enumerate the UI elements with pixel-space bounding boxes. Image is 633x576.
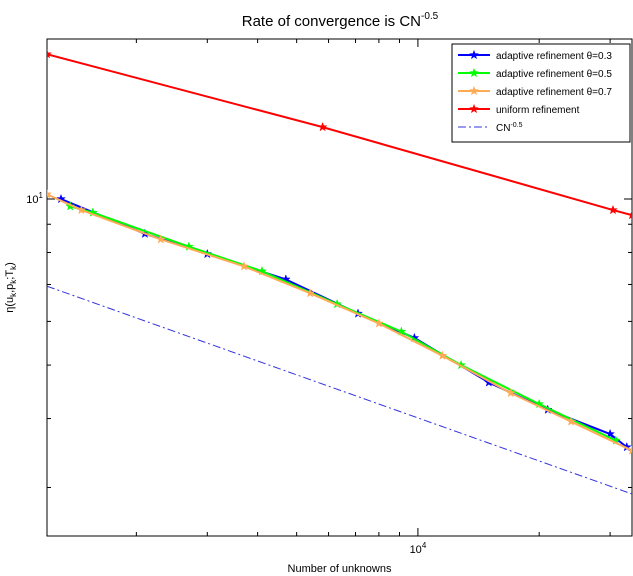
- y-tick-label: 101: [26, 191, 43, 206]
- series-2-point: [47, 188, 53, 199]
- series-3-point: [607, 204, 619, 215]
- legend-entry-1: adaptive refinement θ=0.5: [496, 69, 612, 80]
- y-axis-label: η(uk,pk;Tk): [4, 262, 18, 313]
- series-0-point: [605, 428, 616, 439]
- legend-box: [451, 43, 631, 143]
- series-line-2: [47, 193, 632, 452]
- legend-entry-0: adaptive refinement θ=0.3: [496, 51, 612, 62]
- series-line-4: [47, 285, 632, 495]
- legend-entry-4: CN-0.5: [496, 122, 523, 134]
- series-2-point: [505, 387, 516, 398]
- series-3-point: [317, 121, 328, 132]
- legend-marker-2: [468, 85, 480, 96]
- legend-marker-3: [468, 103, 480, 114]
- legend-entry-2: adaptive refinement θ=0.7: [496, 87, 612, 98]
- series-2-point: [566, 416, 577, 426]
- legend-entry-3: uniform refinement: [496, 105, 580, 116]
- series-3-point: [626, 209, 632, 220]
- series-2-point: [437, 350, 448, 360]
- chart-title-text: Rate of convergence is CN: [242, 13, 421, 30]
- series-2-point: [76, 204, 87, 215]
- series-2-point: [373, 318, 384, 328]
- series-2-point: [626, 445, 632, 455]
- legend: adaptive refinement θ=0.3 adaptive refine…: [451, 43, 631, 143]
- x-tick-label: 104: [410, 541, 427, 556]
- legend-marker-0: [468, 49, 480, 60]
- series-2-point: [155, 234, 166, 244]
- series-2-point: [238, 261, 249, 271]
- series-2-point: [305, 287, 316, 298]
- axes: 104 101: [26, 39, 632, 556]
- series-1-point: [396, 326, 407, 336]
- x-axis-label: Number of unknowns: [288, 563, 392, 575]
- chart-title: Rate of convergence is CN-0.5: [242, 11, 439, 30]
- legend-marker-1: [468, 67, 480, 78]
- series-group: [47, 48, 632, 495]
- chart-title-exponent: -0.5: [421, 11, 439, 22]
- series-line-3: [47, 53, 632, 217]
- series-3-point: [47, 48, 53, 59]
